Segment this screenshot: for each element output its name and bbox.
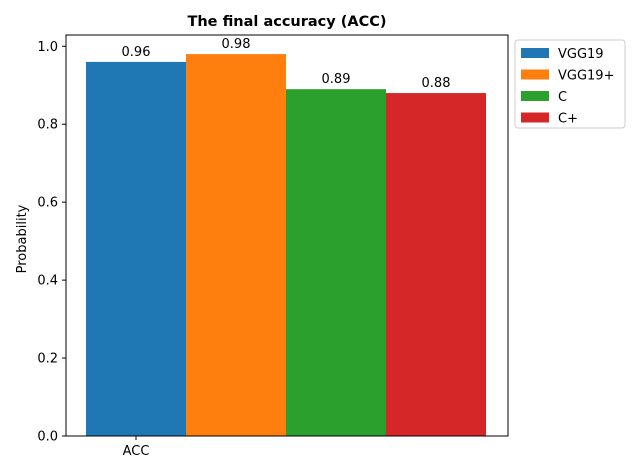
bars-group [86, 54, 486, 436]
bar-value-label: 0.89 [322, 72, 351, 87]
bar-value-labels: 0.96 0.98 0.89 0.88 [122, 37, 451, 91]
legend-entry[interactable]: C+ [558, 112, 578, 127]
legend-box [514, 39, 626, 129]
y-axis-label: Probability [15, 204, 30, 273]
bar-c [286, 89, 386, 436]
y-axis: 0.0 0.2 0.4 0.6 0.8 1.0 [37, 40, 66, 445]
bar-value-label: 0.88 [422, 76, 451, 91]
legend-swatch [521, 91, 549, 101]
bar-value-label: 0.98 [222, 37, 251, 52]
y-tick-label: 0.8 [37, 118, 58, 133]
plot-frame [65, 34, 509, 437]
y-tick-label: 0.6 [37, 196, 58, 211]
x-tick-label: ACC [123, 444, 150, 459]
legend-swatch [521, 48, 549, 58]
legend-swatch [521, 112, 549, 123]
y-tick-label: 1.0 [37, 40, 58, 55]
legend[interactable]: VGG19 VGG19+ C C+ [514, 39, 626, 129]
legend-entry[interactable]: VGG19 [558, 47, 604, 62]
x-axis: ACC [123, 436, 150, 459]
y-tick-label: 0.2 [37, 352, 58, 367]
legend-entry[interactable]: VGG19+ [558, 69, 614, 84]
bar-c-plus [386, 93, 486, 436]
chart-title: The final accuracy (ACC) [187, 14, 386, 30]
y-tick-label: 0.0 [37, 430, 58, 445]
y-tick-label: 0.4 [37, 274, 58, 289]
bar-vgg19-plus [186, 54, 286, 436]
bar-vgg19 [86, 61, 186, 436]
legend-entry[interactable]: C [558, 90, 567, 105]
legend-swatch [521, 69, 549, 80]
bar-value-label: 0.96 [122, 45, 151, 60]
